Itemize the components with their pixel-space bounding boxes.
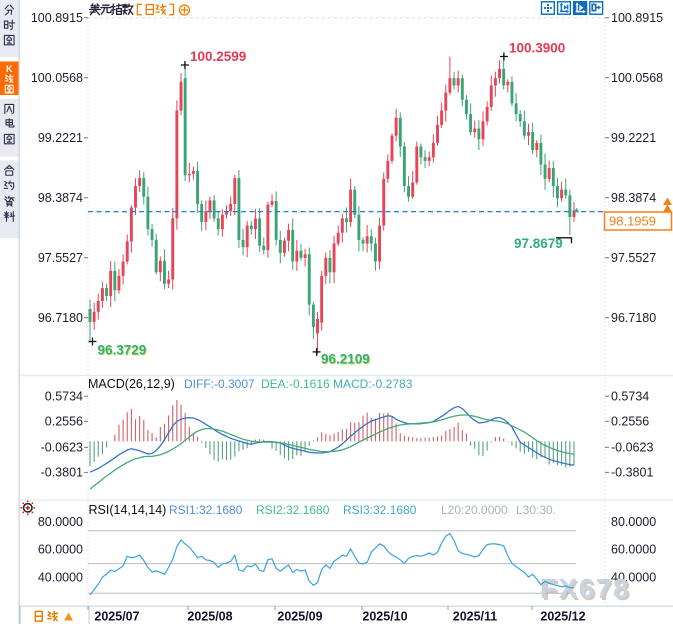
svg-text:RSI1:32.1680: RSI1:32.1680 <box>169 503 243 517</box>
svg-text:100.2599: 100.2599 <box>190 49 246 64</box>
svg-text:40.0000: 40.0000 <box>38 570 83 584</box>
svg-text:RSI3:32.1680: RSI3:32.1680 <box>343 503 417 517</box>
svg-text:MACD:-0.2783: MACD:-0.2783 <box>333 377 413 391</box>
svg-text:DIFF:-0.3007: DIFF:-0.3007 <box>184 377 255 391</box>
svg-text:100.0568: 100.0568 <box>31 71 83 85</box>
svg-text:0.2556: 0.2556 <box>45 415 83 429</box>
svg-text:98.3874: 98.3874 <box>38 191 83 205</box>
svg-text:60.0000: 60.0000 <box>38 543 83 557</box>
svg-text:100.0568: 100.0568 <box>611 71 663 85</box>
svg-text:-0.0623: -0.0623 <box>611 441 653 455</box>
svg-text:L20:20.0000: L20:20.0000 <box>441 503 508 517</box>
svg-text:-0.3801: -0.3801 <box>611 466 653 480</box>
svg-text:98.3874: 98.3874 <box>611 191 656 205</box>
svg-text:MACD(26,12,9): MACD(26,12,9) <box>88 377 175 391</box>
svg-text:100.8915: 100.8915 <box>611 11 663 25</box>
svg-text:0.5734: 0.5734 <box>45 389 83 403</box>
svg-text:2025/11: 2025/11 <box>453 610 498 624</box>
svg-text:60.0000: 60.0000 <box>611 543 656 557</box>
svg-text:99.2221: 99.2221 <box>611 131 656 145</box>
svg-text:K: K <box>6 64 13 74</box>
svg-text:99.2221: 99.2221 <box>38 131 83 145</box>
svg-text:100.3900: 100.3900 <box>509 41 565 56</box>
svg-text:RSI(14,14,14): RSI(14,14,14) <box>89 503 167 517</box>
svg-text:97.8679: 97.8679 <box>514 236 563 251</box>
svg-text:97.5527: 97.5527 <box>38 251 83 265</box>
svg-text:RSI2:32.1680: RSI2:32.1680 <box>256 503 330 517</box>
svg-text:80.0000: 80.0000 <box>611 515 656 529</box>
svg-text:96.2109: 96.2109 <box>321 352 370 367</box>
svg-text:40.0000: 40.0000 <box>611 570 656 584</box>
svg-text:2025/09: 2025/09 <box>277 610 322 624</box>
svg-text:FX678: FX678 <box>540 573 630 604</box>
svg-text:-0.0623: -0.0623 <box>41 441 83 455</box>
svg-text:FX678: FX678 <box>542 575 632 606</box>
svg-text:2025/10: 2025/10 <box>362 610 407 624</box>
svg-text:97.5527: 97.5527 <box>611 251 656 265</box>
svg-text:2025/08: 2025/08 <box>187 610 232 624</box>
svg-text:80.0000: 80.0000 <box>38 515 83 529</box>
svg-text:96.7180: 96.7180 <box>38 311 83 325</box>
svg-text:96.3729: 96.3729 <box>98 343 147 358</box>
svg-text:0.2556: 0.2556 <box>611 415 649 429</box>
svg-text:-0.3801: -0.3801 <box>41 466 83 480</box>
svg-text:96.3729: 96.3729 <box>98 343 147 358</box>
svg-text:L30:30.: L30:30. <box>516 503 556 517</box>
svg-text:96.7180: 96.7180 <box>611 311 656 325</box>
svg-text:98.1959: 98.1959 <box>609 214 656 229</box>
svg-text:2025/12: 2025/12 <box>540 610 585 624</box>
svg-text:0.5734: 0.5734 <box>611 389 649 403</box>
svg-text:DEA:-0.1616: DEA:-0.1616 <box>261 377 330 391</box>
svg-text:100.8915: 100.8915 <box>31 11 83 25</box>
svg-text:2025/07: 2025/07 <box>94 610 139 624</box>
svg-text:96.2109: 96.2109 <box>322 352 371 367</box>
